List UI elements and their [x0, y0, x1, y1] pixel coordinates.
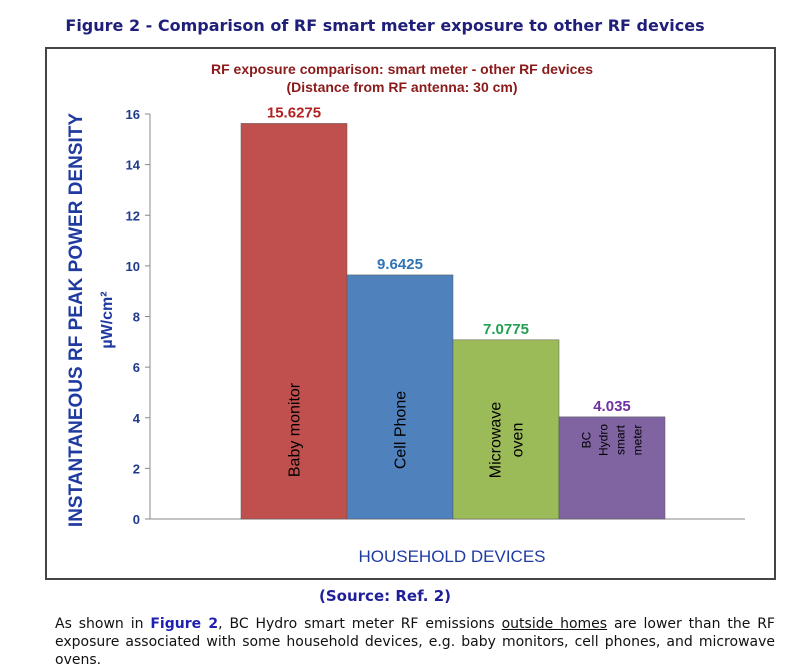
category-label: smart: [614, 424, 628, 455]
category-label: oven: [509, 423, 526, 458]
category-label: meter: [631, 425, 645, 456]
y-tick-label: 0: [133, 512, 140, 527]
chart-title: RF exposure comparison: smart meter - ot…: [211, 61, 593, 77]
chart-frame: [45, 47, 776, 580]
bar-chart: RF exposure comparison: smart meter - ot…: [66, 61, 745, 566]
underlined-text: outside homes: [501, 616, 608, 632]
para-text: As shown in: [55, 616, 151, 632]
category-label: Hydro: [597, 424, 611, 456]
y-tick-label: 10: [126, 259, 140, 274]
data-label: 7.0775: [483, 321, 529, 338]
y-tick-label: 16: [126, 107, 140, 122]
y-tick-label: 14: [126, 158, 141, 173]
y-tick-label: 6: [133, 360, 140, 375]
category-label: Microwave: [487, 402, 504, 479]
bar: [558, 416, 666, 520]
x-axis-title: HOUSEHOLD DEVICES: [358, 547, 545, 566]
y-axis-unit: µW/cm²: [99, 291, 116, 348]
category-label: Cell Phone: [392, 391, 409, 469]
category-label: Baby monitor: [286, 382, 303, 477]
y-tick-label: 4: [133, 411, 141, 426]
y-tick-label: 2: [133, 461, 140, 476]
para-text: , BC Hydro smart meter RF emissions: [218, 616, 502, 632]
bar: [346, 274, 454, 520]
para-text: are lower than the RF exposure associate…: [55, 616, 775, 668]
y-tick-label: 8: [133, 310, 140, 325]
data-label: 15.6275: [267, 104, 321, 121]
source-caption: (Source: Ref. 2): [319, 587, 451, 605]
bar: [240, 123, 348, 520]
data-label: 4.035: [593, 398, 631, 415]
data-label: 9.6425: [377, 256, 423, 273]
bar: [452, 339, 560, 520]
body-paragraph: As shown in Figure 2, BC Hydro smart met…: [55, 615, 775, 669]
y-axis-title: INSTANTANEOUS RF PEAK POWER DENSITY: [66, 113, 87, 527]
chart-subtitle: (Distance from RF antenna: 30 cm): [286, 79, 517, 95]
category-label: BC: [580, 431, 594, 448]
y-tick-label: 12: [126, 208, 140, 223]
figure-title: Figure 2 - Comparison of RF smart meter …: [65, 16, 705, 35]
figure-reference: Figure 2: [150, 616, 219, 632]
